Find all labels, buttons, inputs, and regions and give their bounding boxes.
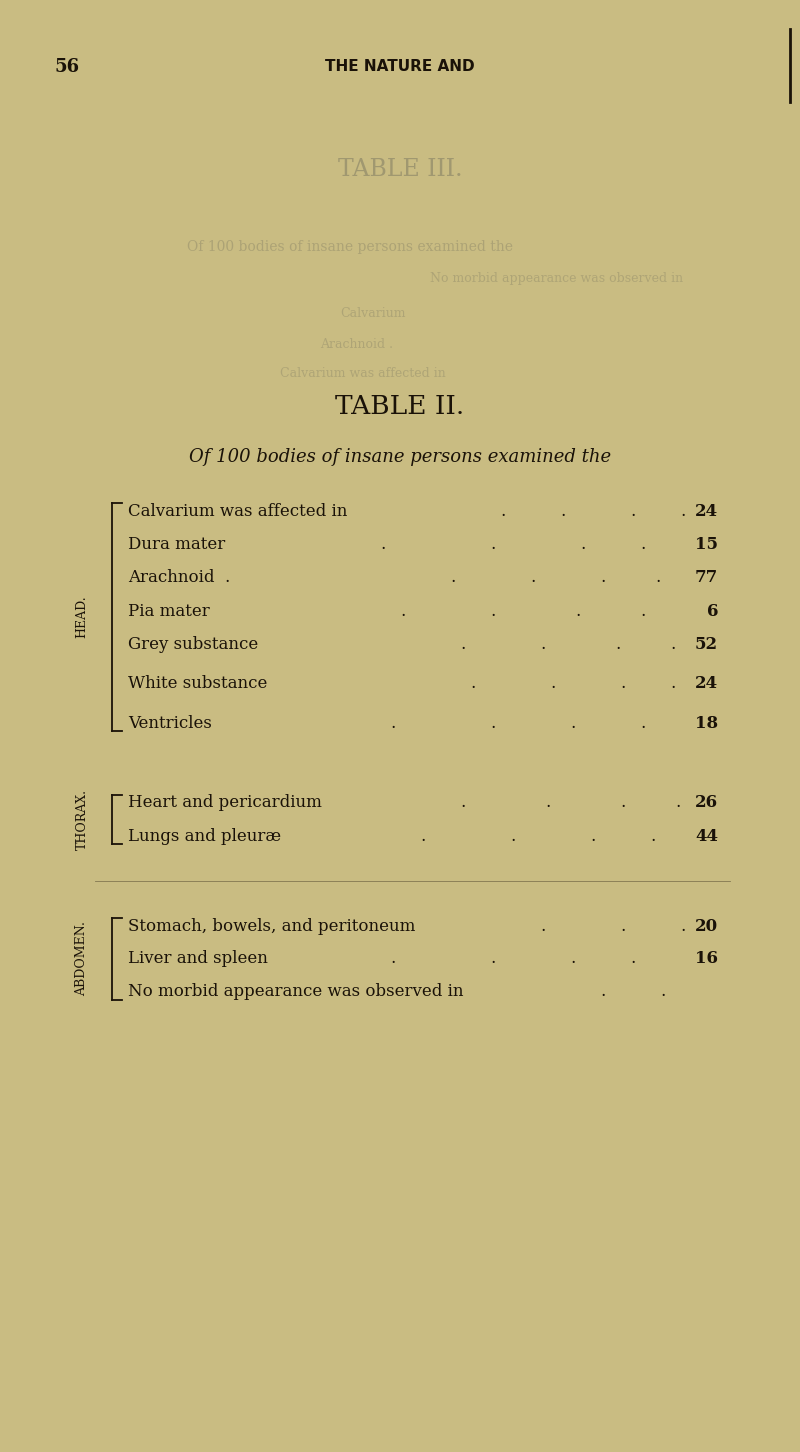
Text: .: . [380,536,386,553]
Text: THORAX.: THORAX. [75,788,89,851]
Text: .: . [580,536,586,553]
Text: .: . [390,950,395,967]
Text: Lungs and pleuræ: Lungs and pleuræ [128,828,281,845]
Text: Heart and pericardium: Heart and pericardium [128,794,322,812]
Text: Calvarium was affected in: Calvarium was affected in [128,502,347,520]
Text: .: . [590,828,595,845]
Text: .: . [500,502,506,520]
Text: Arachnoid  .: Arachnoid . [128,569,230,587]
Text: .: . [560,502,566,520]
Text: Ventricles: Ventricles [128,714,212,732]
Text: 16: 16 [695,950,718,967]
Text: 26: 26 [695,794,718,812]
Text: .: . [470,675,475,693]
Text: .: . [615,636,620,653]
Text: .: . [600,983,606,1000]
Text: .: . [680,918,686,935]
Text: .: . [620,675,626,693]
Text: .: . [490,536,495,553]
Text: 52: 52 [695,636,718,653]
Text: THE NATURE AND: THE NATURE AND [325,60,475,74]
Text: .: . [600,569,606,587]
Text: .: . [490,950,495,967]
Text: .: . [545,794,550,812]
Text: Stomach, bowels, and peritoneum: Stomach, bowels, and peritoneum [128,918,415,935]
Text: No morbid appearance was observed in: No morbid appearance was observed in [128,983,463,1000]
Text: .: . [540,636,546,653]
Text: .: . [450,569,455,587]
Text: .: . [670,636,675,653]
Text: .: . [490,603,495,620]
Text: 24: 24 [695,675,718,693]
Text: .: . [460,794,466,812]
Text: 6: 6 [706,603,718,620]
Text: .: . [650,828,655,845]
Text: .: . [620,794,626,812]
Text: Arachnoid .: Arachnoid . [320,338,393,350]
Text: 18: 18 [695,714,718,732]
Text: .: . [400,603,406,620]
Text: .: . [540,918,546,935]
Text: .: . [460,636,466,653]
Text: .: . [655,569,660,587]
Text: Of 100 bodies of insane persons examined the: Of 100 bodies of insane persons examined… [187,240,513,254]
Text: .: . [680,502,686,520]
Text: .: . [675,794,680,812]
Text: .: . [620,918,626,935]
Text: Of 100 bodies of insane persons examined the: Of 100 bodies of insane persons examined… [189,449,611,466]
Text: Grey substance: Grey substance [128,636,258,653]
Text: .: . [660,983,666,1000]
Text: 20: 20 [695,918,718,935]
Text: 56: 56 [55,58,80,76]
Text: .: . [530,569,535,587]
Text: Liver and spleen: Liver and spleen [128,950,268,967]
Text: 77: 77 [694,569,718,587]
Text: Pia mater: Pia mater [128,603,210,620]
Text: .: . [640,603,646,620]
Text: 15: 15 [695,536,718,553]
Text: .: . [510,828,515,845]
Text: .: . [640,536,646,553]
Text: .: . [630,502,635,520]
Text: TABLE II.: TABLE II. [335,393,465,420]
Text: .: . [420,828,426,845]
Text: .: . [640,714,646,732]
Text: 24: 24 [695,502,718,520]
Text: Calvarium was affected in: Calvarium was affected in [280,367,446,379]
Text: 44: 44 [695,828,718,845]
Text: White substance: White substance [128,675,267,693]
Text: Calvarium: Calvarium [340,308,406,319]
Text: .: . [575,603,580,620]
Text: .: . [570,950,575,967]
Text: .: . [490,714,495,732]
Text: .: . [570,714,575,732]
Text: Dura mater: Dura mater [128,536,226,553]
Text: .: . [670,675,675,693]
Text: ABDOMEN.: ABDOMEN. [75,922,89,996]
Text: .: . [390,714,395,732]
Text: No morbid appearance was observed in: No morbid appearance was observed in [430,273,683,285]
Text: .: . [550,675,555,693]
Text: .: . [630,950,635,967]
Text: HEAD.: HEAD. [75,595,89,639]
Text: TABLE III.: TABLE III. [338,158,462,182]
